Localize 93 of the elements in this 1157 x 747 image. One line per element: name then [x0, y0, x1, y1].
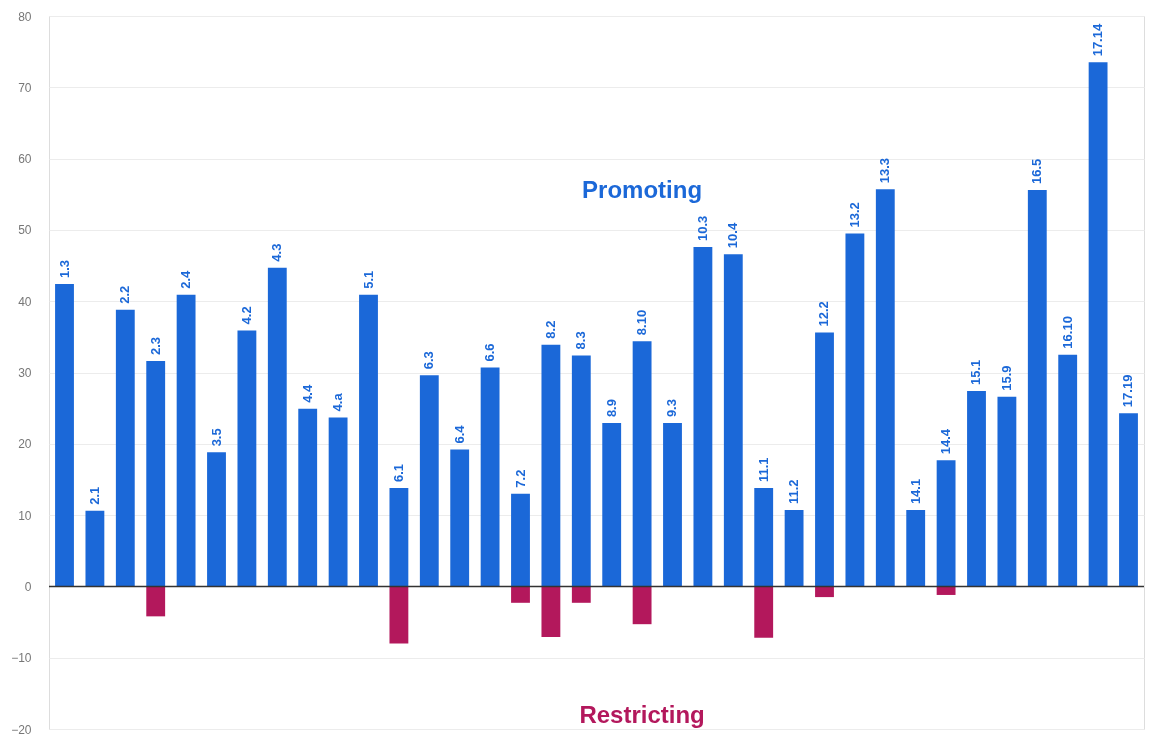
bar — [267, 267, 287, 587]
series-label: Promoting — [582, 176, 703, 203]
bar — [997, 396, 1017, 587]
bar — [875, 189, 895, 587]
x-tick-label: 10.3 — [694, 215, 710, 242]
bar — [1088, 62, 1108, 587]
bar — [511, 586, 530, 603]
bar — [328, 417, 348, 587]
x-tick-label: 2.2 — [117, 285, 133, 304]
text: Restricting — [579, 701, 705, 728]
y-tick-label: 30 — [18, 366, 32, 380]
bar — [115, 309, 135, 587]
bar — [389, 586, 409, 644]
y-tick-label: 80 — [18, 9, 32, 24]
bar — [936, 460, 956, 587]
x-tick-label: 9.3 — [664, 399, 680, 418]
x-tick-label: 14.4 — [938, 428, 954, 455]
bar — [419, 375, 439, 587]
bar — [693, 247, 713, 587]
y-tick-label: −10 — [11, 651, 32, 666]
bar — [815, 332, 834, 587]
x-tick-label: 13.2 — [846, 202, 862, 228]
x-tick-label: 14.1 — [907, 478, 923, 505]
x-tick-label: 2.3 — [147, 337, 163, 356]
x-tick-label: 11.1 — [755, 457, 771, 483]
x-tick-label: 16.5 — [1029, 158, 1045, 184]
bar — [1058, 354, 1078, 587]
bar — [632, 586, 652, 625]
y-tick-label: 20 — [18, 437, 32, 452]
bar — [632, 341, 652, 587]
x-tick-label: 16.10 — [1059, 316, 1075, 349]
bar — [754, 488, 774, 587]
bar — [663, 423, 682, 587]
x-tick-label: 8.2 — [542, 320, 558, 339]
x-tick-label: 8.3 — [573, 331, 589, 350]
x-tick-label: 2.1 — [86, 486, 102, 505]
y-tick-label: 60 — [18, 152, 32, 167]
bar — [723, 254, 743, 587]
y-tick-label: 10 — [18, 508, 32, 523]
x-tick-label: 8.10 — [634, 309, 650, 336]
x-tick-label: 8.9 — [603, 399, 619, 418]
bar — [359, 294, 378, 587]
y-tick-label: 50 — [18, 223, 32, 238]
x-tick-label: 17.19 — [1120, 374, 1136, 408]
bar — [85, 510, 105, 587]
x-tick-label: 6.3 — [421, 351, 437, 370]
bar — [237, 330, 257, 587]
bar — [146, 361, 166, 587]
x-tick-label: 11.2 — [786, 479, 802, 505]
bar — [541, 344, 561, 587]
x-tick-label: 2.4 — [178, 269, 194, 289]
x-tick-label: 4.3 — [269, 243, 285, 262]
x-tick-label: 12.2 — [816, 301, 832, 327]
x-tick-label: 6.6 — [482, 343, 498, 362]
x-tick-label: 4.a — [330, 392, 346, 412]
bar — [967, 391, 986, 587]
x-tick-label: 5.1 — [360, 270, 376, 289]
x-tick-label: 1.3 — [56, 260, 72, 279]
x-tick-label: 7.2 — [512, 469, 528, 488]
bar — [602, 423, 622, 587]
bar — [298, 408, 318, 587]
bar — [1119, 413, 1138, 587]
bar — [784, 510, 804, 587]
bar — [845, 233, 865, 587]
bar — [541, 586, 561, 638]
y-tick-label: 40 — [18, 294, 32, 309]
bar — [146, 586, 166, 617]
bar — [815, 586, 834, 598]
x-tick-label: 15.1 — [968, 359, 984, 386]
x-tick-label: 6.4 — [451, 424, 467, 444]
x-tick-label: 17.14 — [1090, 23, 1106, 57]
x-tick-label: 15.9 — [998, 365, 1014, 391]
bar — [1027, 189, 1047, 587]
y-tick-label: 0 — [24, 579, 32, 594]
bar — [571, 586, 591, 603]
y-tick-label: 70 — [18, 80, 32, 95]
bar — [207, 452, 226, 587]
x-tick-label: 13.3 — [877, 157, 893, 184]
bar — [450, 449, 470, 587]
x-tick-label: 10.4 — [725, 222, 741, 249]
x-tick-label: 6.1 — [390, 463, 406, 483]
bar — [176, 294, 196, 587]
bar — [55, 284, 74, 587]
x-tick-label: 4.4 — [299, 384, 315, 403]
bar — [906, 510, 926, 587]
bar — [389, 488, 409, 587]
x-tick-label: 3.5 — [208, 428, 224, 447]
bar — [571, 355, 591, 587]
bar — [511, 493, 530, 587]
bar — [480, 367, 500, 587]
bar — [754, 586, 774, 638]
y-tick-label: −20 — [11, 722, 32, 737]
x-tick-label: 4.2 — [238, 306, 254, 325]
